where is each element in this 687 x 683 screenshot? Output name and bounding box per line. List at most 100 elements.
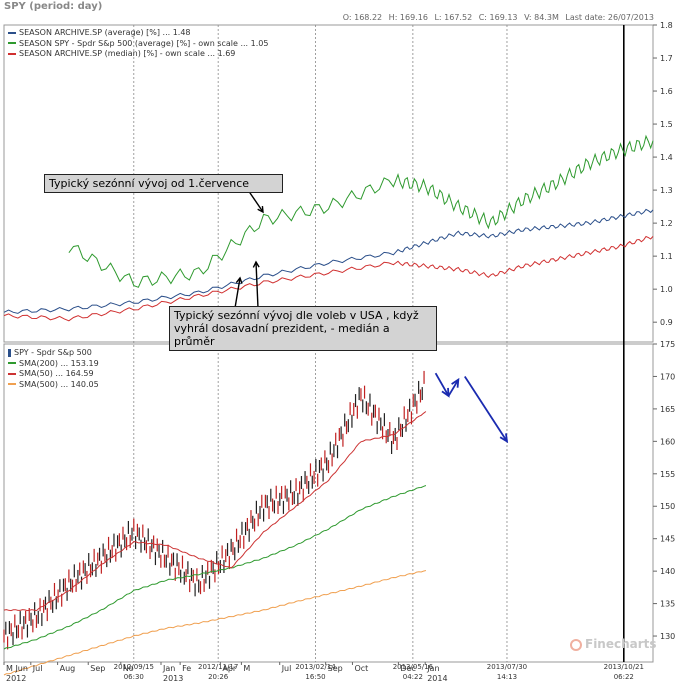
season-series-line <box>68 134 654 288</box>
wave-icon <box>8 52 16 55</box>
legend-item[interactable]: SEASON ARCHIVE.SP (average) [%] ... 1.48 <box>8 28 268 39</box>
top-panel-series <box>3 134 654 322</box>
annotation-leader-head <box>252 260 260 268</box>
annotation-leaders <box>234 189 264 309</box>
chart-title: SPY (period: day) <box>4 1 103 12</box>
y-tick-label: 1.3 <box>660 186 673 195</box>
event-marker-date: 2013/05/16 <box>393 663 434 671</box>
finecharts-logo-icon <box>570 638 582 651</box>
forecast-arrow <box>434 372 450 397</box>
sma-line <box>3 485 427 650</box>
year-label: 2014 <box>427 674 447 683</box>
event-marker-date: 2012/09/15 <box>114 663 154 671</box>
y-tick-label: 155 <box>660 470 675 479</box>
annotation-note-line: Typický sezónní vývoj dle voleb v USA , … <box>174 309 419 322</box>
finecharts-logo: Finecharts <box>570 637 657 651</box>
year-label: 2012 <box>6 674 26 683</box>
y-tick-label: 0.9 <box>660 318 673 327</box>
sma-line <box>3 411 427 612</box>
y-tick-label: 1.6 <box>660 87 673 96</box>
x-tick-label: No <box>123 664 134 673</box>
x-tick-label: Apr <box>222 664 237 673</box>
x-tick-label: Sep <box>328 664 343 673</box>
bottom-legend: SPY - Spdr S&p 500 SMA(200) ... 153.19 S… <box>8 348 99 390</box>
legend-item[interactable]: SMA(200) ... 153.19 <box>8 359 99 370</box>
ohlc-last-date: Last date: 26/07/2013 <box>565 13 654 22</box>
forecast-arrow <box>447 379 460 397</box>
y-tick-label: 1.7 <box>660 54 673 63</box>
event-marker-time: 16:50 <box>305 673 325 681</box>
x-tick-label: Jul <box>281 664 292 673</box>
legend-label: SMA(200) ... 153.19 <box>19 358 99 368</box>
event-marker-time: 06:30 <box>124 673 144 681</box>
ohlc-low: L: 167.52 <box>434 13 473 22</box>
wave-icon <box>8 362 16 364</box>
annotation-leader <box>234 277 241 309</box>
event-marker-time: 14:13 <box>497 673 517 681</box>
event-marker-date: 2013/02/14 <box>295 663 336 671</box>
bottom-panel-series <box>3 370 427 676</box>
ohlc-volume: V: 84.3M <box>524 13 559 22</box>
legend-item[interactable]: SEASON ARCHIVE.SP (median) [%] - own sca… <box>8 49 268 60</box>
y-tick-label: 1.4 <box>660 153 673 162</box>
legend-label: SEASON ARCHIVE.SP (average) [%] ... 1.48 <box>19 28 191 37</box>
forecast-arrow <box>464 375 508 442</box>
x-tick-label: Aug <box>60 664 76 673</box>
ohlc-readout: O: 168.22 H: 169.16 L: 167.52 C: 169.13 … <box>339 13 654 22</box>
x-tick-label: M <box>243 664 250 673</box>
ohlc-high: H: 169.16 <box>388 13 428 22</box>
legend-item[interactable]: SEASON SPY - Spdr S&p 500 (average) [%] … <box>8 39 268 50</box>
y-tick-label: 130 <box>660 632 675 641</box>
ohlc-close: C: 169.13 <box>478 13 518 22</box>
event-marker-time: 04:22 <box>403 673 423 681</box>
wave-icon <box>8 372 16 375</box>
season-series-line <box>3 235 654 322</box>
wave-icon <box>8 31 16 34</box>
x-tick-label: Oct <box>354 664 368 673</box>
annotation-leader <box>247 189 264 213</box>
top-legend: SEASON ARCHIVE.SP (average) [%] ... 1.48… <box>8 28 268 60</box>
y-tick-label: 135 <box>660 600 675 609</box>
x-tick-label: Jan <box>162 664 175 673</box>
annotation-leader <box>255 261 259 309</box>
legend-item[interactable]: SMA(500) ... 140.05 <box>8 380 99 391</box>
x-tick-label: M Jun <box>6 664 28 673</box>
y-tick-label: 170 <box>660 372 675 381</box>
event-marker-time: 06:22 <box>614 673 634 681</box>
event-marker-date: 2013/10/21 <box>604 663 644 671</box>
legend-label: SEASON SPY - Spdr S&p 500 (average) [%] … <box>19 38 269 48</box>
annotation-note-line: vyhrál dosavadní prezident, - medián a p… <box>174 322 390 348</box>
legend-label: SEASON ARCHIVE.SP (median) [%] - own sca… <box>19 49 236 58</box>
x-tick-label: Dec <box>400 664 415 673</box>
season-series-line <box>3 208 654 314</box>
y-tick-label: 165 <box>660 405 675 414</box>
annotation-note-text: Typický sezónní vývoj od 1.července <box>49 177 250 190</box>
event-marker-date: 2013/07/30 <box>487 663 527 671</box>
event-marker-time: 20:26 <box>208 673 229 681</box>
x-tick-label: Sep <box>90 664 105 673</box>
annotation-note-elections: Typický sezónní vývoj dle voleb v USA , … <box>169 306 437 351</box>
x-tick-label: Jan <box>426 664 439 673</box>
y-tick-label: 145 <box>660 535 675 544</box>
forecast-arrow-head <box>499 433 509 444</box>
y-tick-label: 1.5 <box>660 120 673 129</box>
bottom-panel-border <box>3 343 654 663</box>
candle-icon <box>8 348 11 357</box>
forecast-arrow-head <box>451 377 460 388</box>
y-tick-label: 150 <box>660 502 675 511</box>
annotation-note-july: Typický sezónní vývoj od 1.července <box>44 174 283 193</box>
finecharts-logo-text: Finecharts <box>585 637 657 651</box>
forecast-arrows <box>434 372 509 444</box>
axis-labels: 0.9 1.0 1.1 1.2 1.3 1.4 1.5 1.6 1.7 1.8 130 135 140 1… <box>3 21 675 683</box>
event-marker-date: 2012/11/17 <box>198 663 238 671</box>
legend-item[interactable]: SMA(50) ... 164.59 <box>8 369 99 380</box>
y-tick-label: 1.2 <box>660 219 673 228</box>
legend-label: SMA(500) ... 140.05 <box>19 379 99 389</box>
wave-icon <box>8 383 16 385</box>
sma-line <box>3 570 427 676</box>
x-tick-label: Fe <box>182 664 191 673</box>
wave-icon <box>8 42 16 44</box>
legend-item[interactable]: SPY - Spdr S&p 500 <box>8 348 99 359</box>
y-tick-label: 1.8 <box>660 21 673 30</box>
